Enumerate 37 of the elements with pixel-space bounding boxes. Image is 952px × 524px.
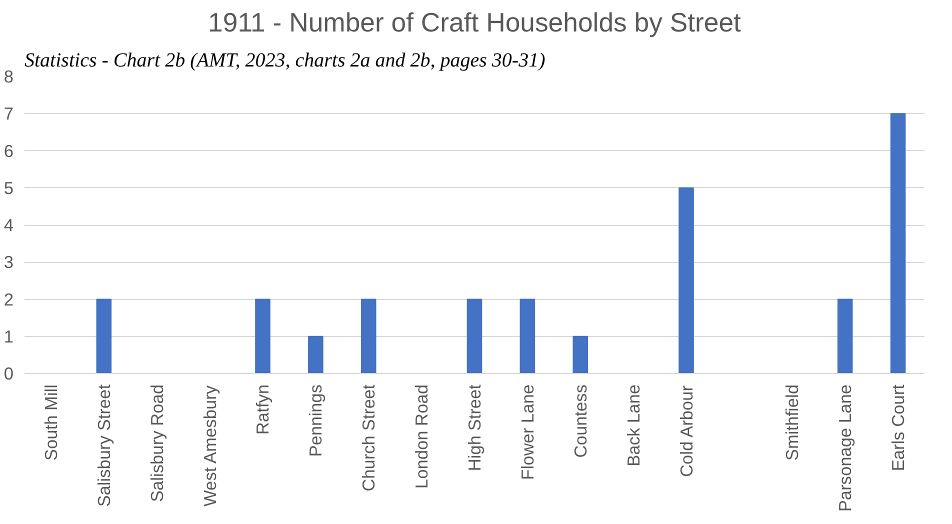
bar (96, 298, 112, 374)
text: Statistics - Chart 2b (AMT, 2023, charts 2a and 2b, pages 30-31) (24, 50, 546, 72)
x-tick-label: Countess (570, 384, 590, 458)
x-tick-label: Salisbury Street (94, 384, 114, 507)
x-tick-label: Church Street (358, 384, 379, 492)
x-tick-label: Salisbury Road (146, 384, 167, 502)
bar (520, 298, 536, 374)
bar (572, 336, 588, 374)
y-tick-label: 2 (4, 289, 14, 310)
bar (360, 298, 376, 374)
bar (255, 298, 270, 374)
x-tick-label: Back Lane (623, 384, 644, 466)
x-tick-label: Pennings (306, 384, 326, 457)
x-tick-label: Parsonage Lane (835, 384, 856, 512)
y-tick-label: 0 (4, 364, 14, 384)
y-tick-label: 4 (4, 215, 14, 235)
y-tick-label: 8 (4, 66, 14, 86)
y-tick-label: 6 (4, 140, 14, 161)
x-tick-label: Smithfield (782, 384, 802, 461)
x-tick-label: Flower Lane (517, 384, 538, 480)
x-tick-label: Earls Court (888, 384, 908, 472)
chart-title: 1911 - Number of Craft Households by Street (208, 8, 742, 38)
x-tick-label: West Amesbury (200, 385, 220, 506)
y-tick-label: 1 (4, 326, 14, 346)
x-tick-label: Ratfyn (252, 384, 273, 435)
bar (678, 187, 694, 374)
y-tick-label: 3 (4, 252, 14, 272)
x-tick-label: High Street (464, 384, 484, 472)
bar (466, 298, 482, 374)
y-tick-label: 5 (4, 178, 14, 198)
x-tick-label: Cold Arbour (676, 385, 696, 477)
bar (837, 298, 853, 374)
bar (308, 336, 324, 374)
x-tick-label: London Road (412, 384, 432, 489)
y-tick-label: 7 (4, 104, 14, 124)
bar (890, 113, 906, 374)
x-tick-label: South Mill (40, 384, 61, 461)
